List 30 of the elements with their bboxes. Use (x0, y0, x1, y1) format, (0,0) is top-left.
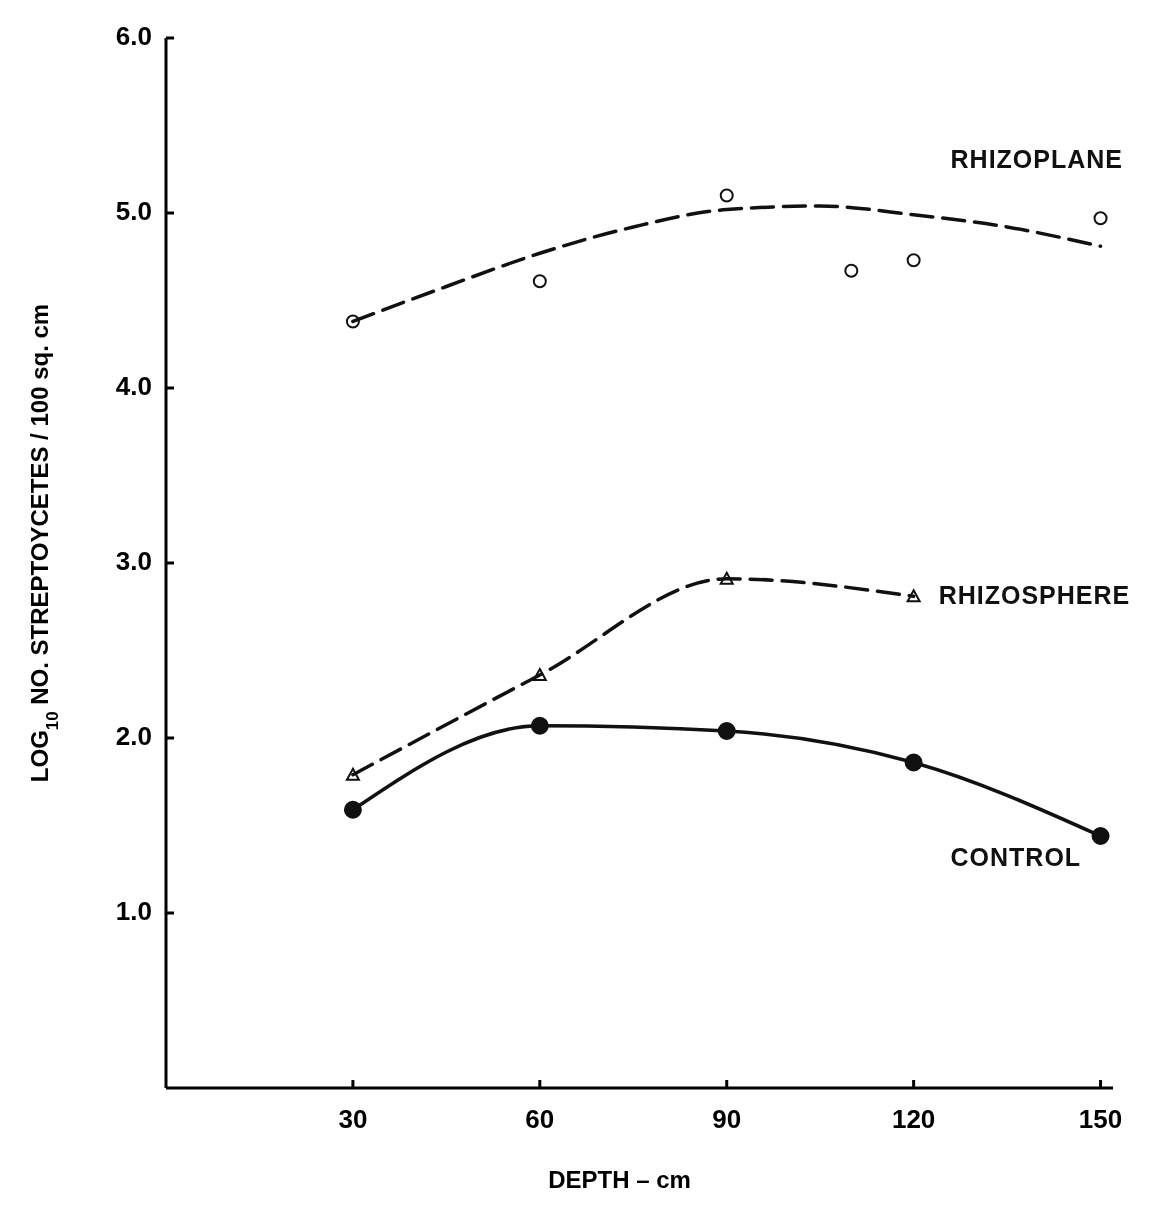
y-tick-label: 3.0 (115, 545, 152, 576)
series-label: RHIZOPLANE (950, 145, 1124, 174)
point (532, 668, 547, 681)
point (717, 722, 736, 740)
point (906, 589, 921, 603)
point (343, 800, 362, 819)
series-label: CONTROL (950, 843, 1082, 871)
point (345, 767, 360, 781)
point (904, 753, 923, 772)
x-tick-label: 90 (712, 1104, 742, 1134)
x-tick-label: 60 (525, 1104, 555, 1134)
x-tick-label: 150 (1078, 1104, 1123, 1134)
x-tick-label: 30 (338, 1104, 368, 1134)
y-tick-label: 1.0 (115, 895, 152, 926)
point (530, 716, 549, 735)
y-tick-label: 4.0 (115, 370, 152, 401)
point (906, 253, 921, 268)
point (844, 263, 859, 278)
point (1091, 827, 1110, 845)
point (345, 314, 360, 329)
y-tick-label: 5.0 (115, 195, 152, 226)
point (719, 571, 734, 585)
series-label: RHIZOSPHERE (938, 581, 1131, 610)
x-tick-label: 120 (891, 1104, 936, 1134)
point (1093, 211, 1108, 226)
y-tick-label: 6.0 (115, 20, 152, 51)
y-tick-label: 2.0 (115, 720, 152, 751)
x-axis-title: DEPTH – cm (548, 1166, 691, 1193)
point (532, 274, 547, 289)
point (719, 188, 734, 203)
